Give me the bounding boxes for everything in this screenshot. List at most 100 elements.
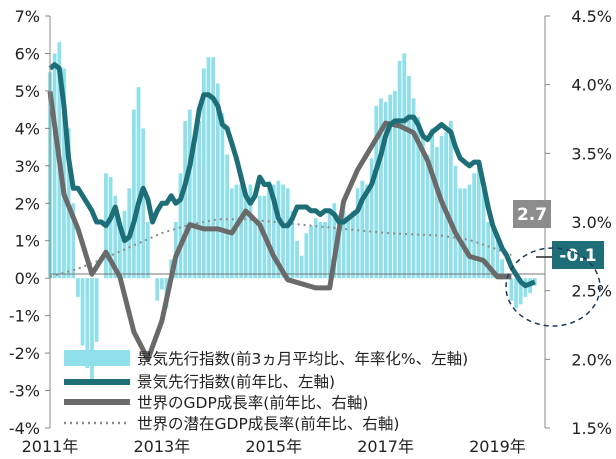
bar-point <box>257 195 262 279</box>
bar-point <box>365 184 369 279</box>
left-tick-label: 7% <box>15 7 40 26</box>
bar-point <box>360 180 365 279</box>
legend-label-gdp: 世界のGDP成長率(前年比、右軸) <box>137 394 368 412</box>
bar-point <box>234 184 239 279</box>
right-tick-label: 4.0% <box>571 76 612 95</box>
bar-point <box>113 195 118 279</box>
bar-point <box>155 278 160 301</box>
bar-point <box>337 214 341 279</box>
bar-point <box>225 154 230 279</box>
bar-point <box>71 203 76 279</box>
bar-point <box>108 177 113 279</box>
bar-point <box>90 278 94 384</box>
left-tick-label: -4% <box>9 419 40 438</box>
bar-point <box>313 218 318 279</box>
bar-point <box>323 222 327 279</box>
bar-point <box>393 90 397 279</box>
x-tick-label: 2019年 <box>469 437 526 456</box>
bar-point <box>486 222 490 279</box>
bar-point <box>52 53 57 279</box>
line-series-potential-gdp <box>49 218 512 278</box>
bar-point <box>369 158 374 279</box>
left-tick-label: 1% <box>15 232 40 251</box>
bar-point <box>318 222 323 279</box>
bar-point <box>472 173 476 279</box>
right-tick-label: 3.0% <box>571 213 612 232</box>
bar-point <box>295 240 299 279</box>
bar-point <box>267 180 271 279</box>
bar-point <box>122 210 127 279</box>
bar-point <box>341 210 346 279</box>
line-series-leading-yoy <box>48 62 536 289</box>
bar-point <box>407 75 411 279</box>
bar-point <box>285 188 290 279</box>
bar-point <box>118 222 122 279</box>
bar-point <box>374 105 379 279</box>
bar-point <box>309 225 313 279</box>
x-tick-label: 2017年 <box>357 437 414 456</box>
bar-point <box>495 240 500 279</box>
bar-point <box>290 210 295 279</box>
bar-point <box>500 259 504 279</box>
bar-point <box>462 188 467 279</box>
bar-point <box>449 120 453 279</box>
bar-point <box>215 83 220 279</box>
left-tick-label: -3% <box>9 382 40 401</box>
left-tick-label: 6% <box>15 44 40 63</box>
bar-point <box>160 278 164 290</box>
bar-point <box>509 278 514 301</box>
right-tick-label: 1.5% <box>571 419 612 438</box>
callout-gdp-label: 2.7 <box>517 205 547 225</box>
bar-point <box>304 233 309 279</box>
right-tick-label: 2.5% <box>571 282 612 301</box>
bar-point <box>94 278 99 342</box>
right-tick-label: 2.0% <box>571 350 612 369</box>
bar-point <box>425 154 430 279</box>
left-tick-label: 3% <box>15 157 40 176</box>
legend-swatch-bar <box>64 350 130 366</box>
bar-point <box>76 278 80 297</box>
bar-point <box>411 98 416 279</box>
bar-point <box>518 278 523 305</box>
bar-point <box>388 94 393 279</box>
bar-point <box>430 128 435 279</box>
bar-point <box>490 229 495 279</box>
bar-point <box>453 165 458 279</box>
bar-point <box>192 135 197 279</box>
legend-label-potential: 世界の潜在GDP成長率(前年比、右軸) <box>137 415 399 433</box>
left-tick-label: -2% <box>9 344 40 363</box>
bar-point <box>383 102 388 279</box>
callout-yoy: -0.1 <box>552 241 604 269</box>
bar-point <box>397 60 402 279</box>
bar-point <box>421 135 425 279</box>
bar-point <box>80 278 85 346</box>
bar-point <box>514 278 518 309</box>
bar-point <box>332 203 337 279</box>
bar-point <box>467 184 472 279</box>
bar-point <box>201 68 206 279</box>
left-tick-label: 5% <box>15 82 40 101</box>
bar-point <box>458 188 463 279</box>
bar-point <box>327 210 332 279</box>
legend-label-bar: 景気先行指数(前3ヵ月平均比、年率化%、左軸) <box>137 350 468 368</box>
bar-point <box>183 120 188 279</box>
x-tick-label: 2013年 <box>133 437 190 456</box>
bar-point <box>346 218 351 279</box>
left-tick-label: 4% <box>15 119 40 138</box>
bar-point <box>178 173 183 279</box>
legend: 景気先行指数(前3ヵ月平均比、年率化%、左軸) 景気先行指数(前年比、左軸) 世… <box>64 350 468 433</box>
bar-point <box>351 210 355 279</box>
bar-point <box>299 255 304 279</box>
bar-point <box>248 184 253 279</box>
bar-point <box>206 57 211 279</box>
bar-point <box>435 147 439 279</box>
bar-point <box>271 184 276 279</box>
bar-point <box>416 117 421 279</box>
x-tick-label: 2015年 <box>245 437 302 456</box>
bar-point <box>132 109 136 279</box>
bar-point <box>146 222 150 279</box>
bar-point <box>379 98 383 279</box>
bar-point <box>220 113 225 279</box>
left-tick-label: 0% <box>15 269 40 288</box>
